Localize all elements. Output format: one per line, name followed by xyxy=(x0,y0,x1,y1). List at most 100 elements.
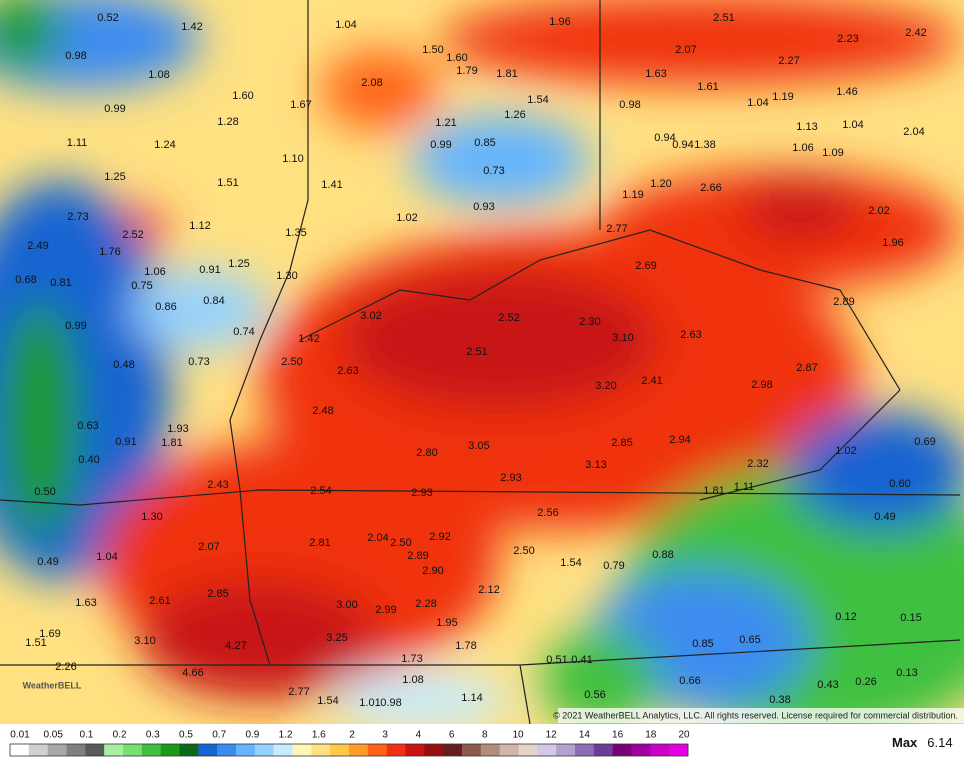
precip-label: 2.56 xyxy=(537,507,558,519)
legend-tick-label: 3 xyxy=(382,730,388,741)
legend-tick-label: 2 xyxy=(349,730,355,741)
max-value: Max 6.14 xyxy=(892,735,953,750)
legend-tick-label: 0.7 xyxy=(212,730,226,741)
precip-label: 2.50 xyxy=(281,356,302,368)
precip-label: 2.30 xyxy=(579,316,600,328)
legend-swatch xyxy=(217,744,237,756)
precip-label: 1.30 xyxy=(276,270,297,282)
precip-label: 1.20 xyxy=(650,178,671,190)
precip-label: 2.77 xyxy=(606,223,627,235)
precip-label: 0.49 xyxy=(37,556,58,568)
precip-label: 0.85 xyxy=(692,638,713,650)
precip-label: 1.54 xyxy=(560,557,581,569)
precip-label: 1.02 xyxy=(835,445,856,457)
precip-label: 0.52 xyxy=(97,12,118,24)
precip-label: 0.91 xyxy=(199,264,220,276)
copyright: © 2021 WeatherBELL Analytics, LLC. All r… xyxy=(553,710,958,720)
precip-label: 1.04 xyxy=(335,19,356,31)
precip-label: 1.21 xyxy=(435,117,456,129)
legend-tick-label: 0.2 xyxy=(113,730,127,741)
legend-swatch xyxy=(66,744,86,756)
precip-label: 0.26 xyxy=(855,676,876,688)
precip-label: 2.07 xyxy=(198,541,219,553)
precip-label: 0.68 xyxy=(15,274,36,286)
precip-label: 0.49 xyxy=(874,511,895,523)
precip-label: 0.43 xyxy=(817,679,838,691)
legend-swatch xyxy=(462,744,482,756)
precip-label: 0.74 xyxy=(233,326,254,338)
precip-label: 2.99 xyxy=(375,604,396,616)
legend-swatch xyxy=(141,744,161,756)
precip-label: 1.11 xyxy=(67,137,88,149)
precip-label: 2.80 xyxy=(416,447,437,459)
precip-label: 1.10 xyxy=(282,153,303,165)
precip-label: 2.42 xyxy=(905,27,926,39)
legend-tick-label: 0.5 xyxy=(179,730,193,741)
precip-label: 2.73 xyxy=(67,211,88,223)
precip-label: 1.95 xyxy=(436,617,457,629)
precip-label: 0.84 xyxy=(203,295,224,307)
precip-label: 1.04 xyxy=(96,551,117,563)
precip-label: 3.00 xyxy=(336,599,357,611)
precip-label: 2.89 xyxy=(407,550,428,562)
precip-label: 1.19 xyxy=(772,91,793,103)
legend-swatch xyxy=(593,744,613,756)
legend-swatch xyxy=(367,744,387,756)
legend-tick-label: 0.05 xyxy=(43,730,63,741)
precip-label: 0.41 xyxy=(571,654,592,666)
precip-label: 0.50 xyxy=(34,486,55,498)
precip-label: 1.81 xyxy=(703,485,724,497)
legend-tick-label: 12 xyxy=(546,730,558,741)
legend-frame xyxy=(9,743,689,757)
precip-label: 1.11 xyxy=(734,481,755,493)
precip-label: 0.60 xyxy=(889,478,910,490)
legend-swatch xyxy=(28,744,48,756)
precip-label: 2.61 xyxy=(149,595,170,607)
legend-swatch xyxy=(537,744,557,756)
legend-swatch xyxy=(198,744,218,756)
precip-label: 0.56 xyxy=(584,689,605,701)
legend-swatch xyxy=(179,744,199,756)
precip-label: 1.96 xyxy=(882,237,903,249)
precip-label: 1.54 xyxy=(317,695,338,707)
precip-label: 1.93 xyxy=(167,423,188,435)
legend-swatch xyxy=(424,744,444,756)
precip-label: 2.04 xyxy=(367,532,388,544)
precip-label: 1.73 xyxy=(401,653,422,665)
precip-label: 0.88 xyxy=(652,549,673,561)
precip-label: 1.09 xyxy=(822,147,843,159)
precip-label: 0.93 xyxy=(473,201,494,213)
precip-label: 1.01 xyxy=(359,697,380,709)
precip-label: 0.81 xyxy=(50,277,71,289)
legend-swatch xyxy=(518,744,538,756)
precip-label: 3.25 xyxy=(326,632,347,644)
precip-label: 0.98 xyxy=(619,99,640,111)
precip-label: 2.54 xyxy=(310,485,331,497)
legend-swatch xyxy=(47,744,67,756)
legend-tick-label: 1.2 xyxy=(279,730,293,741)
precip-label: 1.41 xyxy=(321,179,342,191)
precip-label: 1.51 xyxy=(217,177,238,189)
precip-label: 0.65 xyxy=(739,634,760,646)
precip-label: 3.13 xyxy=(585,459,606,471)
precip-label: 2.77 xyxy=(288,686,309,698)
precip-label: 2.50 xyxy=(390,537,411,549)
precip-label: 1.14 xyxy=(461,692,482,704)
precip-label: 1.46 xyxy=(836,86,857,98)
precip-label: 1.60 xyxy=(446,52,467,64)
precip-label: 0.69 xyxy=(914,436,935,448)
legend-swatch xyxy=(273,744,293,756)
legend-swatch xyxy=(443,744,463,756)
precip-label: 1.61 xyxy=(697,81,718,93)
precip-label: 1.25 xyxy=(104,171,125,183)
legend-tick-label: 20 xyxy=(678,730,690,741)
legend-swatch xyxy=(405,744,425,756)
precip-label: 1.06 xyxy=(792,142,813,154)
precip-label: 1.81 xyxy=(496,68,517,80)
precip-label: 2.49 xyxy=(27,240,48,252)
precip-label: 1.26 xyxy=(504,109,525,121)
legend-tick-label: 18 xyxy=(645,730,657,741)
legend-swatch xyxy=(669,744,689,756)
precip-label: 2.28 xyxy=(415,598,436,610)
